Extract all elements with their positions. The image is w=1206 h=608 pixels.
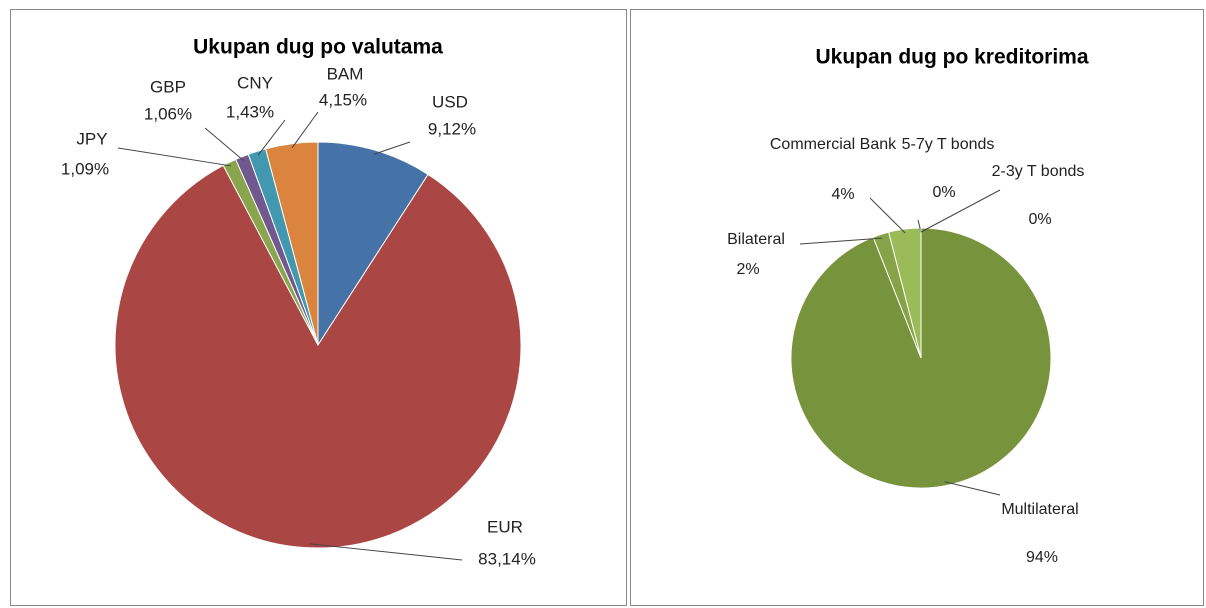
- chart-title: Ukupan dug po valutama: [193, 36, 443, 59]
- slice-label: Bilateral: [727, 231, 785, 248]
- leader-line: [799, 237, 883, 245]
- value-label: 1,09%: [61, 159, 109, 178]
- leader-line: [309, 543, 463, 561]
- value-label: 83,14%: [478, 549, 536, 568]
- value-label: 4,15%: [319, 90, 367, 109]
- leader-line: [257, 119, 286, 156]
- slice-label: USD: [432, 92, 468, 111]
- value-label: 4%: [831, 186, 854, 203]
- value-label: 94%: [1026, 549, 1058, 566]
- leader-line: [374, 141, 411, 155]
- value-label: 2%: [736, 261, 759, 278]
- slice-label: JPY: [76, 129, 107, 148]
- slice-label: 5-7y T bonds: [902, 136, 995, 153]
- value-label: 9,12%: [428, 119, 476, 138]
- slice-label: BAM: [327, 64, 364, 83]
- pie-slice: [114, 164, 522, 549]
- leader-line: [291, 111, 319, 148]
- leader-line: [920, 189, 1001, 233]
- value-label: 1,43%: [226, 102, 274, 121]
- value-label: 1,06%: [144, 104, 192, 123]
- leader-line: [117, 147, 232, 167]
- pie-slice: [265, 141, 319, 346]
- leader-line: [869, 197, 906, 234]
- value-label: 0%: [932, 184, 955, 201]
- pie-slice: [317, 141, 429, 347]
- leader-line: [944, 481, 1001, 496]
- chart-title: Ukupan dug po kreditorima: [815, 46, 1088, 69]
- slice-label: Commercial Bank: [770, 136, 897, 153]
- value-label: 0%: [1028, 211, 1051, 228]
- slice-label: EUR: [487, 517, 523, 536]
- slice-label: GBP: [150, 77, 186, 96]
- leader-line: [204, 127, 244, 161]
- slice-label: CNY: [237, 73, 273, 92]
- slice-label: Multilateral: [1001, 501, 1078, 518]
- slice-label: 2-3y T bonds: [992, 163, 1085, 180]
